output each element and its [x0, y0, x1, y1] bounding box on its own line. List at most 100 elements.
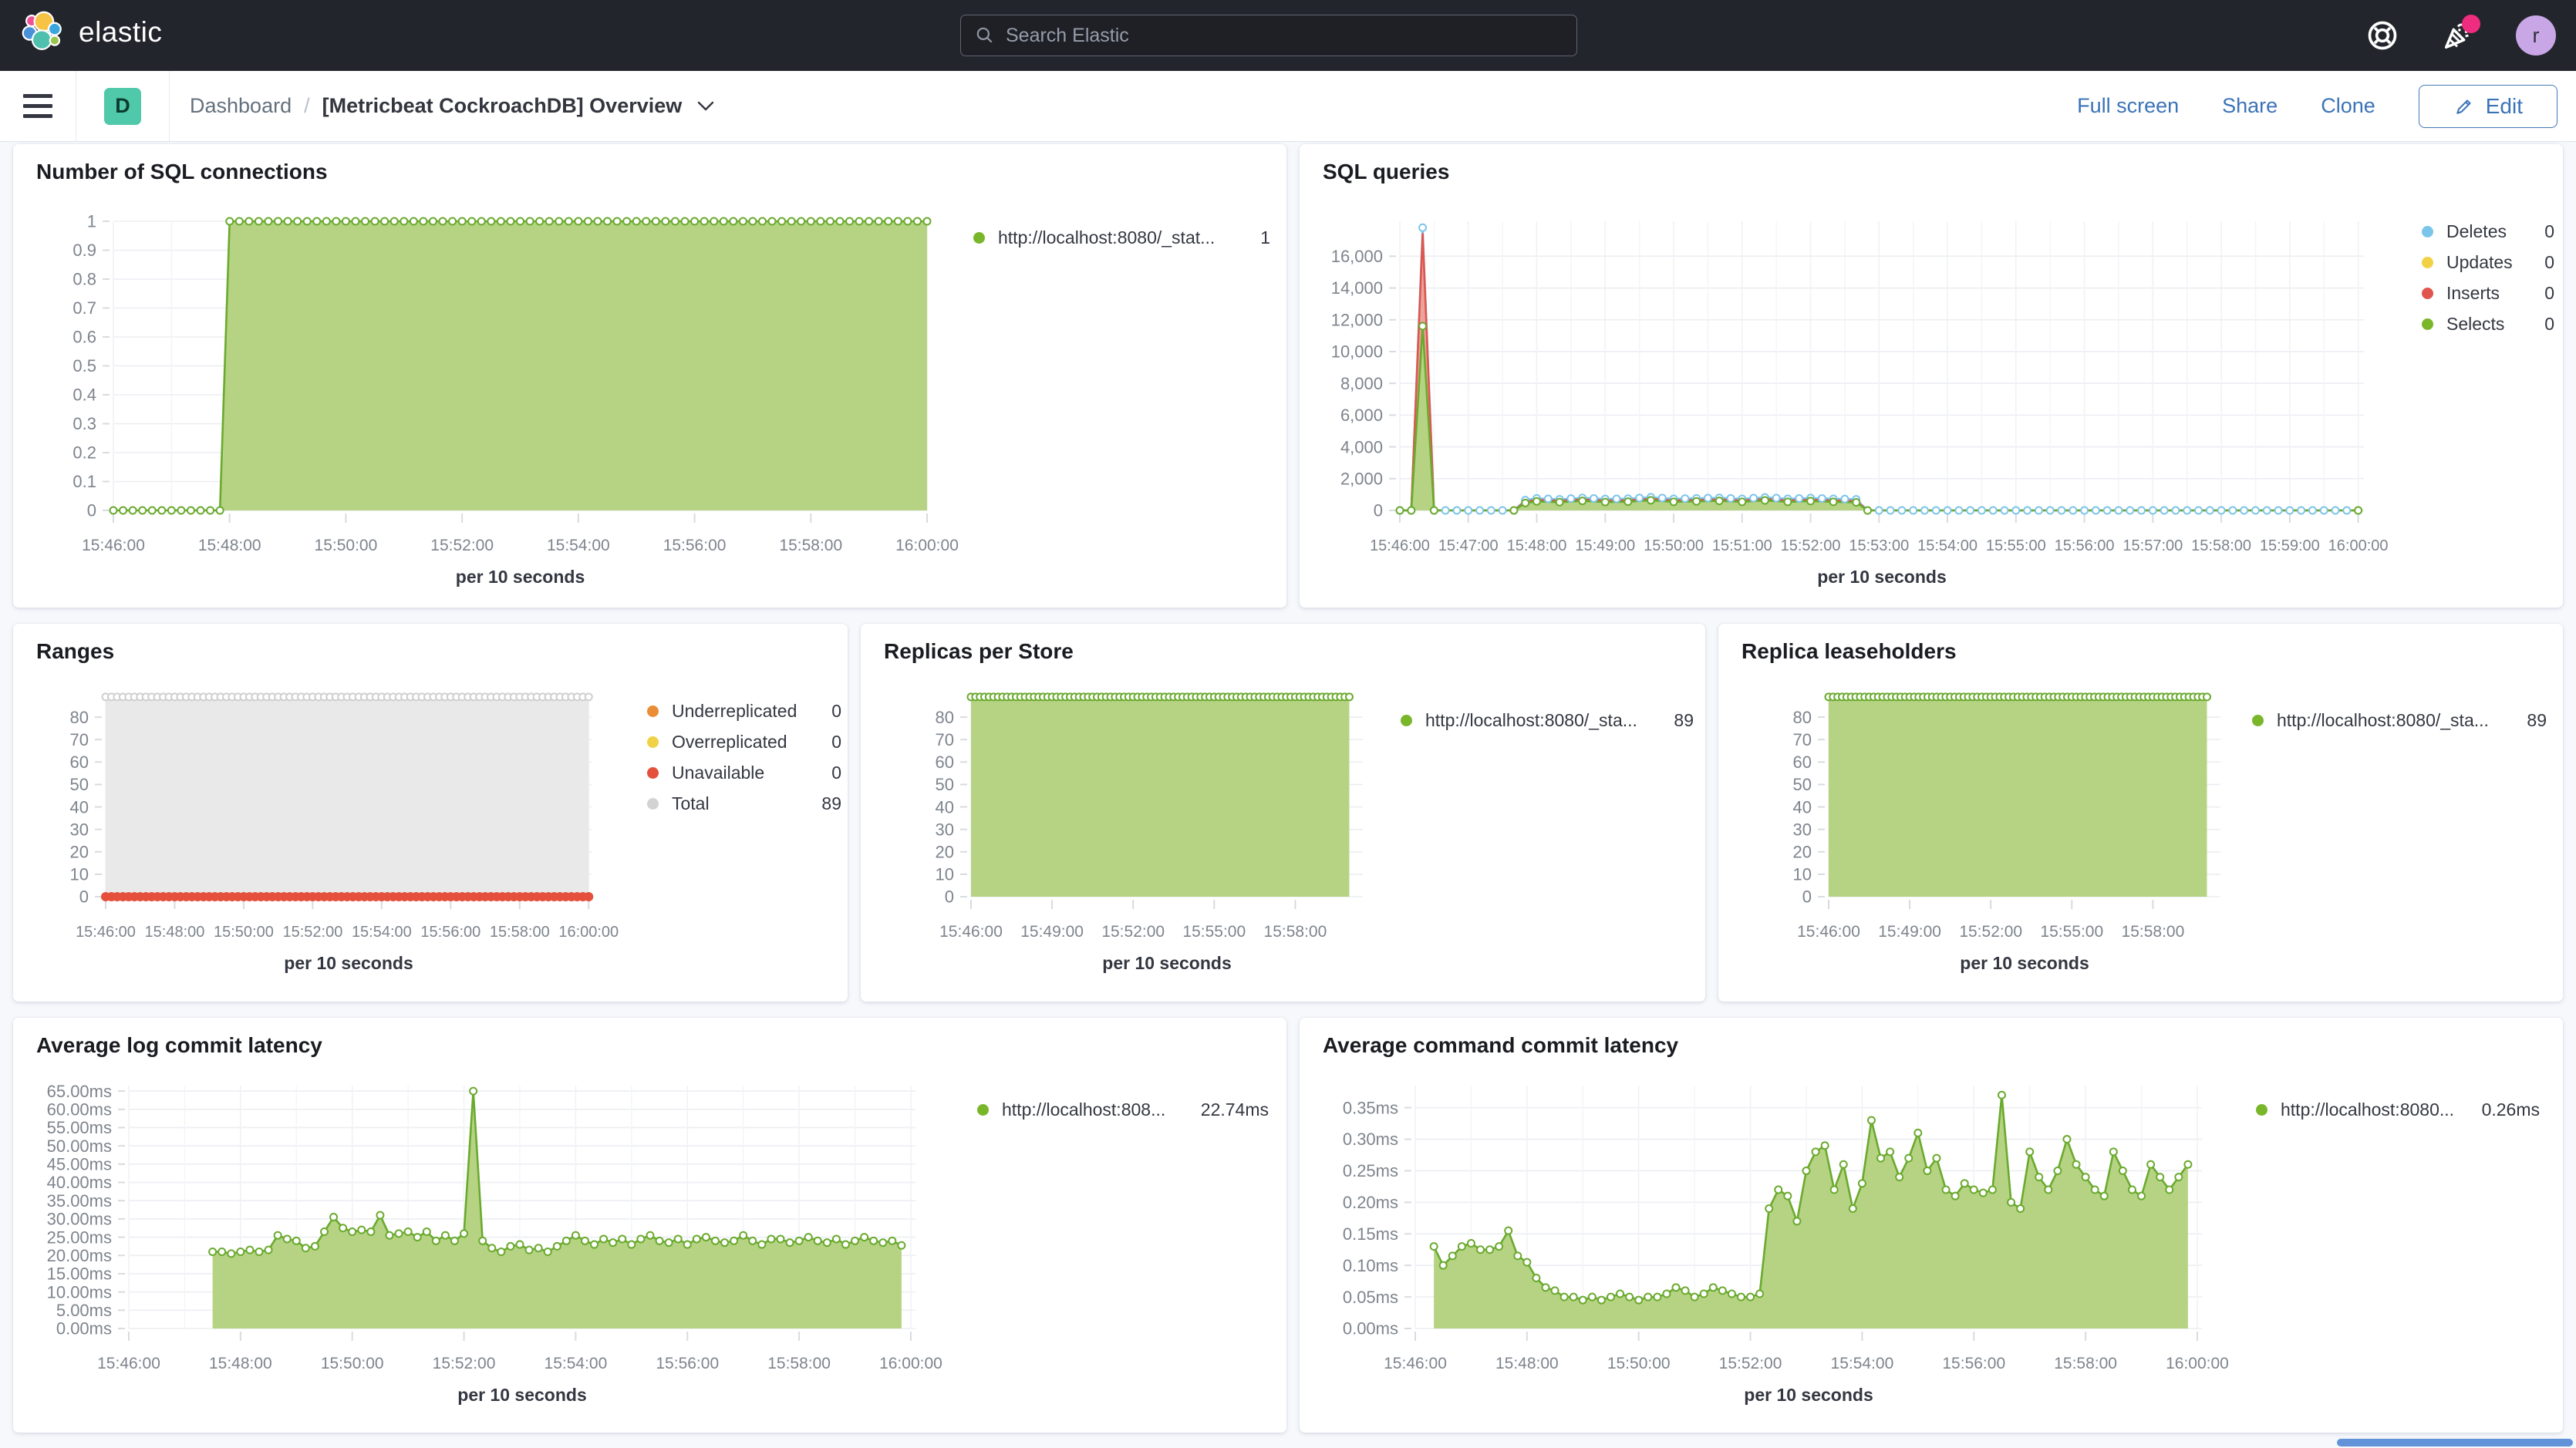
menu-icon[interactable] [23, 94, 52, 118]
svg-text:per 10 seconds: per 10 seconds [1960, 953, 2089, 973]
legend-value: 0.26ms [2481, 1099, 2540, 1120]
svg-text:15:54:00: 15:54:00 [547, 537, 610, 554]
chart-legend: http://localhost:8080/_sta... 89 [2252, 710, 2547, 741]
svg-text:0: 0 [79, 887, 89, 907]
svg-text:per 10 seconds: per 10 seconds [456, 567, 585, 587]
legend-label: Inserts [2446, 283, 2500, 303]
chart-legend: Underreplicated 0 Overreplicated 0 Unavailab… [647, 701, 841, 824]
legend-item[interactable]: Total 89 [647, 793, 841, 814]
chart-area[interactable]: 1 0.9 0.8 0.7 0.6 0.5 0.4 0.3 0.2 0.1 0 15:46:00 15:… [13, 144, 1286, 608]
legend-item[interactable]: Deletes 0 [2422, 221, 2554, 242]
legend-item[interactable]: http://localhost:808... 22.74ms [977, 1099, 1269, 1120]
horizontal-scrollbar-thumb[interactable] [2337, 1439, 2573, 1446]
legend-item[interactable]: http://localhost:8080... 0.26ms [2256, 1099, 2540, 1120]
svg-text:6,000: 6,000 [1340, 406, 1383, 425]
svg-text:15:55:00: 15:55:00 [1182, 923, 1246, 941]
panel-title[interactable]: Average log commit latency [36, 1033, 322, 1057]
panel-title[interactable]: Average command commit latency [1323, 1033, 1679, 1057]
chart-area[interactable]: 80 70 60 50 40 30 20 10 0 15:46:00 15:49:00 15:52:0… [861, 624, 1705, 1002]
panel-title[interactable]: Ranges [36, 639, 115, 663]
legend-label: Updates [2446, 252, 2513, 272]
panel-number-of-sql-connections: 1 0.9 0.8 0.7 0.6 0.5 0.4 0.3 0.2 0.1 0 15:46:00 15:… [13, 144, 1286, 608]
svg-text:16:00:00: 16:00:00 [2328, 537, 2389, 554]
svg-text:0.2: 0.2 [72, 443, 96, 463]
chart-area[interactable]: 16,000 14,000 12,000 10,000 8,000 6,000 4,000 2… [1300, 144, 2563, 608]
svg-text:15:58:00: 15:58:00 [2191, 537, 2251, 554]
svg-text:15:46:00: 15:46:00 [1797, 923, 1860, 941]
edit-button[interactable]: Edit [2418, 84, 2557, 128]
svg-text:0: 0 [1374, 501, 1383, 520]
svg-text:20: 20 [70, 842, 89, 861]
svg-text:0: 0 [945, 887, 954, 907]
svg-text:15:58:00: 15:58:00 [1264, 923, 1327, 941]
legend-item[interactable]: Inserts 0 [2422, 283, 2554, 304]
space-badge[interactable]: D [104, 87, 141, 125]
legend-item[interactable]: Updates 0 [2422, 252, 2554, 273]
legend-dot-icon [647, 767, 659, 779]
chart-area[interactable]: 0.35ms 0.30ms 0.25ms 0.20ms 0.15ms 0.10ms 0.05… [1300, 1018, 2563, 1433]
chart-legend: http://localhost:8080... 0.26ms [2256, 1099, 2540, 1130]
panel-title[interactable]: SQL queries [1323, 160, 1450, 184]
svg-text:per 10 seconds: per 10 seconds [284, 953, 413, 973]
svg-text:20.00ms: 20.00ms [47, 1246, 112, 1265]
chevron-down-icon[interactable] [697, 101, 714, 112]
svg-text:15:58:00: 15:58:00 [490, 924, 550, 941]
svg-text:15:48:00: 15:48:00 [209, 1355, 272, 1372]
svg-text:65.00ms: 65.00ms [47, 1082, 112, 1101]
svg-text:60: 60 [936, 753, 954, 772]
svg-text:15:46:00: 15:46:00 [1370, 537, 1430, 554]
legend-item[interactable]: http://localhost:8080/_stat... 1 [973, 227, 1270, 248]
legend-item[interactable]: Underreplicated 0 [647, 701, 841, 722]
divider [169, 70, 170, 142]
svg-text:15:50:00: 15:50:00 [214, 924, 274, 941]
legend-dot-icon [647, 705, 659, 717]
news-icon[interactable] [2440, 15, 2480, 53]
chart-area[interactable]: 80 70 60 50 40 30 20 10 0 15:46:00 15:49:00 15:52:0… [1718, 624, 2563, 1002]
svg-text:15:58:00: 15:58:00 [2122, 923, 2185, 941]
panel-title[interactable]: Replicas per Store [884, 639, 1074, 663]
legend-item[interactable]: http://localhost:8080/_sta... 89 [2252, 710, 2547, 731]
chart-legend: http://localhost:8080/_sta... 89 [1401, 710, 1694, 741]
svg-text:0.25ms: 0.25ms [1343, 1161, 1398, 1180]
legend-item[interactable]: Overreplicated 0 [647, 732, 841, 753]
avatar-letter: r [2532, 23, 2540, 47]
svg-text:16:00:00: 16:00:00 [879, 1355, 942, 1372]
svg-text:0.9: 0.9 [72, 241, 96, 260]
svg-text:50: 50 [70, 775, 89, 794]
svg-text:0.00ms: 0.00ms [1343, 1319, 1398, 1339]
panel-title[interactable]: Replica leaseholders [1741, 639, 1957, 663]
help-icon[interactable] [2365, 18, 2400, 53]
panel-title[interactable]: Number of SQL connections [36, 160, 328, 184]
breadcrumb-dashboard-link[interactable]: Dashboard [190, 94, 292, 117]
share-button[interactable]: Share [2222, 94, 2278, 117]
svg-text:10,000: 10,000 [1331, 342, 1383, 362]
legend-label: Unavailable [672, 763, 765, 783]
chart-area[interactable]: 80 70 60 50 40 30 20 10 0 15:46:00 15:48:00 15:50:0… [13, 624, 848, 1002]
chart-legend: http://localhost:8080/_stat... 1 [973, 227, 1270, 258]
svg-text:10: 10 [70, 865, 89, 884]
svg-text:60.00ms: 60.00ms [47, 1099, 112, 1119]
user-avatar[interactable]: r [2516, 15, 2556, 56]
chart-svg: 16,000 14,000 12,000 10,000 8,000 6,000 4,000 2… [1331, 221, 2389, 587]
elastic-logo[interactable]: elastic [22, 11, 162, 54]
svg-text:15:50:00: 15:50:00 [1607, 1355, 1671, 1372]
svg-text:15:46:00: 15:46:00 [76, 924, 136, 941]
legend-item[interactable]: http://localhost:8080/_sta... 89 [1401, 710, 1694, 731]
search-input[interactable] [1006, 24, 1563, 47]
legend-dot-icon [2256, 1104, 2267, 1116]
legend-label: Underreplicated [672, 701, 797, 721]
chart-svg: 80 70 60 50 40 30 20 10 0 15:46:00 15:49:00 15:52:0… [936, 692, 1363, 973]
svg-text:15:52:00: 15:52:00 [1959, 923, 2022, 941]
clone-button[interactable]: Clone [2321, 94, 2375, 117]
global-search[interactable] [960, 15, 1577, 56]
svg-text:0: 0 [87, 501, 96, 520]
chart-area[interactable]: 65.00ms 60.00ms 55.00ms 50.00ms 45.00ms 40.00… [13, 1018, 1286, 1433]
svg-text:0.1: 0.1 [72, 472, 96, 491]
full-screen-button[interactable]: Full screen [2077, 94, 2180, 117]
panel-replica-leaseholders: 80 70 60 50 40 30 20 10 0 15:46:00 15:49:00 15:52:0… [1718, 624, 2563, 1002]
legend-label: Overreplicated [672, 732, 787, 752]
legend-item[interactable]: Unavailable 0 [647, 763, 841, 783]
svg-text:30: 30 [70, 820, 89, 839]
svg-text:15:49:00: 15:49:00 [1575, 537, 1635, 554]
legend-item[interactable]: Selects 0 [2422, 314, 2554, 335]
